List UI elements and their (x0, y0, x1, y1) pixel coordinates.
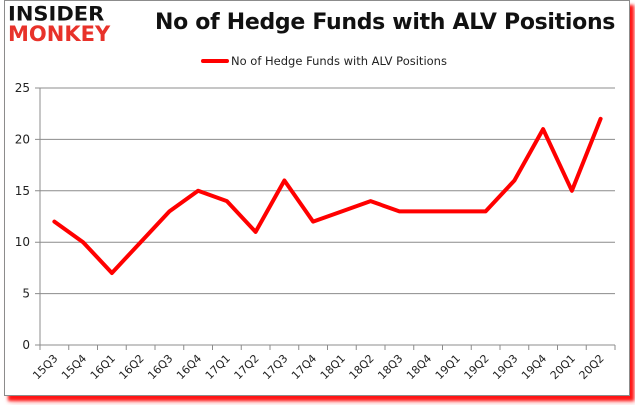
x-tick-label: 18Q2 (347, 352, 377, 382)
y-tick-label: 10 (15, 235, 30, 249)
x-tick-label: 16Q4 (174, 352, 204, 382)
logo-line2: MONKEY (8, 22, 111, 46)
x-tick-label: 17Q1 (203, 352, 233, 382)
logo-line1: INSIDER (8, 2, 105, 26)
x-tick-label: 16Q1 (88, 352, 118, 382)
x-tick-label: 20Q2 (577, 352, 607, 382)
chart-title: No of Hedge Funds with ALV Positions (155, 10, 616, 35)
chart-frame (4, 0, 630, 396)
x-tick-label: 18Q3 (375, 352, 405, 382)
x-tick-label: 18Q4 (404, 352, 434, 382)
gridlines (35, 87, 615, 346)
y-tick-label: 20 (15, 132, 30, 146)
x-tick-label: 15Q3 (30, 352, 60, 382)
x-tick-label: 15Q4 (59, 352, 89, 382)
x-tick-label: 17Q4 (289, 352, 319, 382)
x-tick-label: 16Q2 (117, 352, 147, 382)
x-tick-label: 16Q3 (145, 352, 175, 382)
y-tick-label: 5 (22, 287, 30, 301)
x-tick-label: 20Q1 (548, 352, 578, 382)
x-tick-label: 19Q1 (433, 352, 463, 382)
legend-label: No of Hedge Funds with ALV Positions (231, 54, 447, 68)
legend-line-swatch-icon (201, 59, 229, 63)
x-tick-label: 19Q2 (462, 352, 492, 382)
chart-legend: No of Hedge Funds with ALV Positions (201, 54, 447, 68)
y-tick-label: 0 (22, 338, 30, 352)
x-tick-label: 18Q1 (318, 352, 348, 382)
y-axis: 0 5 10 15 20 25 (15, 81, 41, 352)
y-tick-label: 25 (15, 81, 30, 95)
x-tick-label: 17Q3 (260, 352, 290, 382)
x-tick-label: 17Q2 (232, 352, 262, 382)
x-tick-label: 19Q3 (490, 352, 520, 382)
y-tick-label: 15 (15, 184, 30, 198)
x-tick-label: 19Q4 (519, 352, 549, 382)
series-line (52, 116, 603, 275)
insider-monkey-logo: INSIDER MONKEY (8, 4, 110, 45)
x-axis: 15Q315Q416Q116Q216Q316Q417Q117Q217Q317Q4… (30, 345, 616, 382)
